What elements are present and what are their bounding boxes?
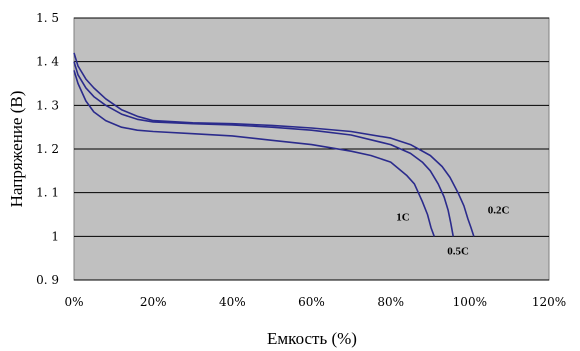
series-line-0-5c <box>73 61 454 237</box>
x-tick-labels: 0% 20% 40% 60% 80% 100% 120% <box>64 295 566 309</box>
y-tick-label: 1. 3 <box>36 98 59 112</box>
y-tick-label: 1. 1 <box>36 186 59 200</box>
x-tick-label: 20% <box>140 295 167 309</box>
x-tick-label: 0% <box>64 295 83 309</box>
y-tick-label: 1. 2 <box>36 142 59 156</box>
y-axis-title: Напряжение (В) <box>7 91 26 208</box>
series-label-0-2c: 0.2C <box>488 204 510 216</box>
series-lines <box>73 52 475 237</box>
y-tick-label: 1. 5 <box>36 11 59 25</box>
y-tick-labels: 0. 9 1 1. 1 1. 2 1. 3 1. 4 1. 5 <box>36 11 59 287</box>
grid-lines <box>74 17 549 281</box>
series-label-0-5c: 0.5C <box>447 245 469 257</box>
y-tick-label: 1 <box>51 229 59 243</box>
series-labels: 0.2C 0.5C 1C <box>396 204 509 257</box>
x-axis-title: Емкость (%) <box>267 329 357 348</box>
x-tick-label: 80% <box>377 295 404 309</box>
y-tick-label: 1. 4 <box>36 55 59 69</box>
x-tick-label: 120% <box>532 295 566 309</box>
x-tick-label: 100% <box>453 295 487 309</box>
y-tick-label: 0. 9 <box>36 273 59 287</box>
x-tick-label: 40% <box>219 295 246 309</box>
series-line-0-2c <box>73 52 475 237</box>
x-tick-label: 60% <box>298 295 325 309</box>
series-line-1c <box>73 70 435 237</box>
series-label-1c: 1C <box>396 211 410 223</box>
